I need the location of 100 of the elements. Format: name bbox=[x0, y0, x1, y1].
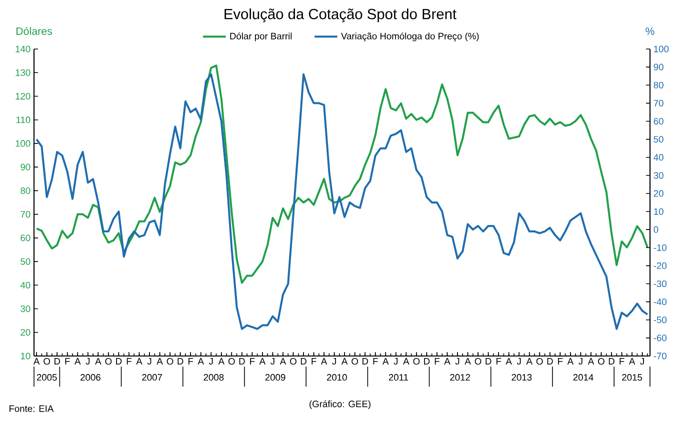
y2-tick-label: 60 bbox=[654, 118, 664, 125]
y2-tick-label: 90 bbox=[654, 64, 664, 70]
y-tick-label: 40 bbox=[20, 282, 30, 288]
x-tick-label: A bbox=[444, 358, 450, 364]
y2-tick-label: -10 bbox=[654, 244, 667, 251]
y-tick-label: 90 bbox=[20, 164, 30, 170]
line-series bbox=[36, 64, 648, 284]
x-tick-label: O bbox=[290, 358, 296, 365]
text: 2008 bbox=[204, 374, 224, 381]
x-tick-label: F bbox=[65, 358, 70, 364]
x-tick-label: J bbox=[86, 358, 90, 365]
x-tick-label: O bbox=[44, 358, 50, 365]
y-tick-label: 130 bbox=[16, 69, 30, 76]
y2-tick-label: -70 bbox=[654, 352, 667, 360]
x-tick-label: F bbox=[558, 358, 563, 364]
y2-tick-label: 40 bbox=[654, 154, 664, 161]
x-tick-label: F bbox=[434, 358, 440, 364]
y-tick-label: 80 bbox=[20, 187, 30, 194]
text: 2007 bbox=[142, 374, 162, 381]
x-tick-label: D bbox=[362, 358, 368, 364]
y2-tick-label: -50 bbox=[654, 316, 667, 324]
y2-tick-label: 70 bbox=[654, 100, 664, 106]
y-tick-label: 70 bbox=[20, 211, 30, 218]
x-tick-label: F bbox=[312, 358, 316, 364]
x-tick-label: O bbox=[166, 358, 174, 365]
x-tick-label: O bbox=[105, 358, 112, 365]
x-tick-label: A bbox=[320, 358, 328, 364]
y2-tick-label: -60 bbox=[654, 334, 667, 342]
x-tick-label: A bbox=[341, 358, 348, 364]
x-tick-label: D bbox=[116, 358, 122, 364]
x-tick-label: O bbox=[352, 358, 358, 365]
x-tick-label: A bbox=[218, 358, 224, 364]
text: 2012 bbox=[450, 374, 470, 381]
x-tick-label: D bbox=[239, 358, 245, 364]
x-tick-label: A bbox=[526, 358, 532, 364]
x-tick-label: O bbox=[536, 358, 543, 365]
x-tick-label: D bbox=[547, 358, 553, 364]
x-tick-label: D bbox=[424, 358, 430, 364]
y2-axis-title: % bbox=[646, 27, 654, 35]
y-tick-label: 110 bbox=[16, 116, 30, 124]
x-tick-label: J bbox=[640, 358, 644, 365]
y2-tick-label: 10 bbox=[654, 208, 664, 215]
text: (Gráfico: GEE) bbox=[310, 400, 370, 410]
text: 2015 bbox=[622, 374, 642, 381]
text: 2011 bbox=[388, 374, 408, 381]
x-tick-label: J bbox=[332, 358, 336, 365]
y2-tick-label: 30 bbox=[654, 172, 664, 179]
y2-tick-label: -40 bbox=[654, 298, 667, 306]
y-tick-label: 20 bbox=[20, 329, 30, 336]
y-tick-label: 120 bbox=[16, 92, 30, 100]
y2-tick-label: -30 bbox=[654, 280, 667, 288]
x-tick-label: A bbox=[74, 358, 81, 364]
x-tick-label: F bbox=[188, 358, 194, 364]
text: 2005 bbox=[36, 374, 57, 381]
text: 2009 bbox=[265, 374, 286, 381]
x-tick-label: A bbox=[567, 358, 574, 364]
x-tick-label: J bbox=[147, 358, 152, 365]
x-tick-label: F bbox=[250, 358, 255, 364]
y2-tick-label: 50 bbox=[654, 136, 664, 143]
x-tick-label: A bbox=[259, 358, 266, 364]
x-tick-label: A bbox=[280, 358, 286, 364]
y-axis-title: Dólares bbox=[16, 26, 52, 35]
x-tick-label: J bbox=[455, 358, 460, 365]
y-tick-label: 100 bbox=[16, 140, 30, 147]
x-tick-label: O bbox=[413, 358, 420, 365]
x-tick-label: F bbox=[496, 358, 502, 364]
x-tick-label: J bbox=[516, 358, 521, 365]
x-tick-label: J bbox=[578, 358, 582, 365]
x-tick-label: A bbox=[95, 358, 102, 364]
x-tick-label: A bbox=[156, 358, 163, 364]
x-tick-label: J bbox=[208, 358, 213, 365]
y2-tick-label: 20 bbox=[654, 190, 664, 197]
x-tick-label: A bbox=[628, 358, 636, 364]
legend-label: Dólar por Barril bbox=[230, 32, 292, 42]
x-tick-label: D bbox=[54, 358, 60, 364]
x-tick-label: D bbox=[300, 358, 306, 364]
source-note: Fonte: EIA bbox=[9, 405, 54, 412]
x-tick-label: J bbox=[394, 358, 398, 365]
y2-tick-label: -20 bbox=[654, 262, 667, 269]
y2-tick-label: 100 bbox=[654, 46, 669, 52]
text: 2006 bbox=[80, 374, 100, 381]
x-tick-label: A bbox=[382, 358, 389, 364]
x-tick-label: D bbox=[608, 358, 614, 364]
x-tick-label: J bbox=[270, 358, 274, 365]
x-tick-label: A bbox=[198, 358, 204, 364]
x-tick-label: O bbox=[474, 358, 482, 365]
x-tick-label: A bbox=[588, 358, 594, 364]
y-tick-label: 50 bbox=[20, 258, 30, 265]
x-tick-label: F bbox=[373, 358, 378, 364]
x-tick-label: A bbox=[403, 358, 410, 364]
text: 2014 bbox=[573, 374, 594, 381]
chart-title: Evolução da Cotação Spot do Brent bbox=[224, 8, 456, 22]
x-tick-label: F bbox=[126, 358, 132, 364]
y-tick-label: 140 bbox=[16, 46, 30, 52]
y2-tick-label: 80 bbox=[654, 82, 664, 88]
y-tick-label: 10 bbox=[20, 352, 30, 360]
x-tick-label: A bbox=[506, 358, 512, 364]
x-tick-label: O bbox=[228, 358, 235, 365]
y2-tick-label: 0 bbox=[654, 226, 658, 233]
x-tick-label: D bbox=[178, 358, 184, 364]
